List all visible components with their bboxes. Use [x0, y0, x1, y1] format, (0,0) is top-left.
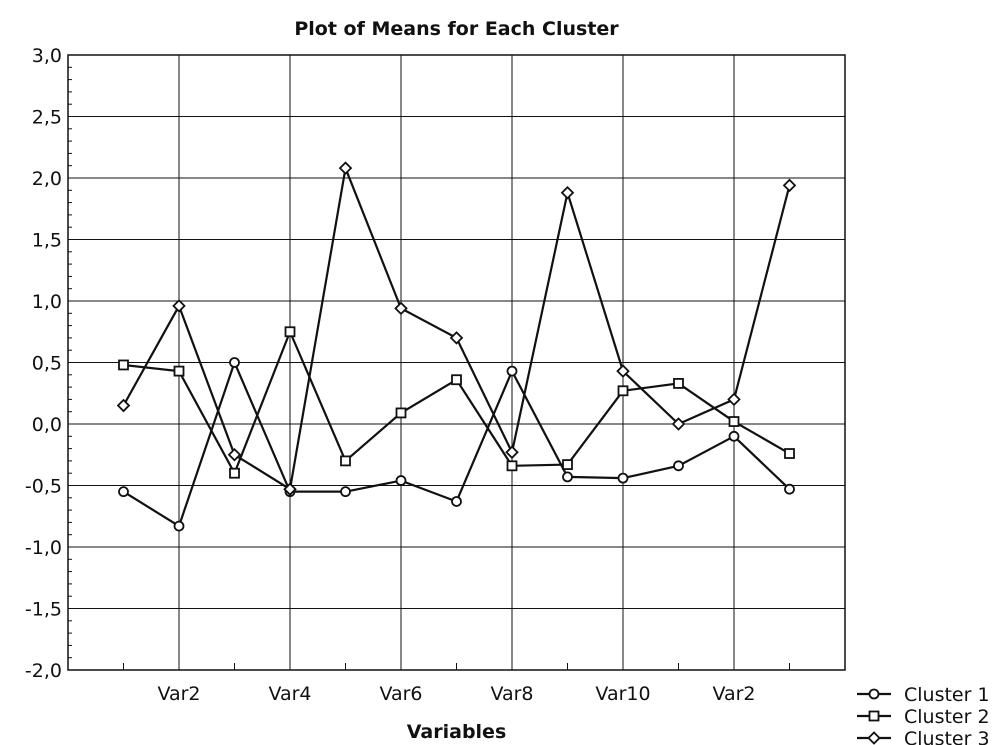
x-tick-label: Var8	[490, 683, 533, 705]
data-point-square	[617, 385, 629, 397]
x-tick-label: Var6	[379, 683, 422, 705]
data-point-circle	[673, 460, 684, 472]
data-point-diamond	[394, 301, 408, 316]
legend-marker-square	[868, 710, 880, 722]
data-point-square	[395, 407, 407, 419]
grid	[68, 55, 845, 670]
data-point-square	[173, 365, 185, 377]
y-tick-label: -1,0	[25, 537, 62, 559]
x-axis-title: Variables	[407, 721, 507, 743]
y-tick-label: 1,5	[32, 230, 62, 252]
legend-item: Cluster 2	[857, 706, 990, 728]
y-tick-label: 0,5	[32, 353, 62, 375]
y-tick-label: -1,5	[25, 599, 62, 621]
chart-title: Plot of Means for Each Cluster	[294, 18, 619, 40]
y-tick-label: 0,0	[32, 414, 62, 436]
data-point-circle	[451, 496, 462, 507]
legend-label: Cluster 3	[904, 728, 990, 745]
data-point-square	[340, 455, 351, 467]
data-point-circle	[784, 483, 795, 495]
data-point-circle	[340, 486, 351, 498]
legend-label: Cluster 1	[904, 684, 990, 706]
series-line	[123, 328, 791, 476]
data-point-diamond	[449, 331, 464, 345]
data-point-circle	[229, 357, 240, 368]
x-axis: Var2 Var4 Var6 Var8 Var10 Var2	[123, 663, 790, 705]
data-point-diamond	[505, 445, 519, 460]
series-group	[116, 161, 797, 532]
y-tick-label: -0,5	[25, 476, 62, 498]
x-tick-label: Var2	[712, 683, 755, 705]
y-tick-label: 2,0	[32, 168, 62, 190]
x-tick-label: Var10	[595, 683, 650, 705]
data-point-square	[784, 448, 795, 459]
legend-item: Cluster 3	[857, 728, 990, 745]
data-point-square	[284, 326, 296, 338]
series-cluster-2	[118, 326, 795, 479]
legend-marker-diamond	[867, 731, 881, 745]
data-point-diamond	[616, 364, 630, 378]
data-point-diamond	[116, 398, 131, 413]
data-point-diamond	[283, 482, 297, 496]
series-cluster-3	[116, 161, 797, 496]
data-point-diamond	[782, 178, 797, 193]
legend-label: Cluster 2	[904, 706, 990, 728]
data-point-diamond	[172, 299, 186, 313]
x-tick-label: Var2	[157, 683, 200, 705]
y-axis: 3,0 2,5 2,0 1,5 1,0 0,5 0,0 -0,5 -1,0 -1,5 -2,0	[25, 45, 75, 682]
y-tick-label: 3,0	[32, 45, 62, 67]
data-point-diamond	[338, 161, 353, 175]
data-point-square	[118, 359, 129, 371]
data-point-circle	[395, 475, 407, 486]
data-point-square	[562, 459, 573, 470]
y-tick-label: -2,0	[25, 660, 62, 682]
data-point-circle	[728, 430, 740, 442]
legend-item: Cluster 1	[857, 684, 990, 706]
data-point-square	[506, 460, 518, 472]
data-point-diamond	[671, 417, 686, 431]
data-point-circle	[506, 365, 518, 377]
data-point-circle	[173, 520, 185, 532]
legend-marker-circle	[868, 688, 880, 700]
series-cluster-1	[118, 357, 795, 532]
data-point-diamond	[727, 392, 741, 407]
y-tick-label: 2,5	[32, 107, 62, 129]
data-point-square	[728, 416, 740, 427]
data-point-diamond	[227, 447, 242, 462]
y-tick-label: 1,0	[32, 291, 62, 313]
data-point-circle	[562, 471, 573, 483]
series-line	[122, 164, 791, 491]
data-point-square	[451, 374, 462, 386]
data-point-circle	[617, 472, 629, 484]
data-point-circle	[118, 486, 129, 498]
x-tick-label: Var4	[268, 683, 311, 705]
data-point-diamond	[560, 185, 575, 200]
data-point-square	[673, 378, 684, 389]
data-point-square	[229, 467, 240, 479]
